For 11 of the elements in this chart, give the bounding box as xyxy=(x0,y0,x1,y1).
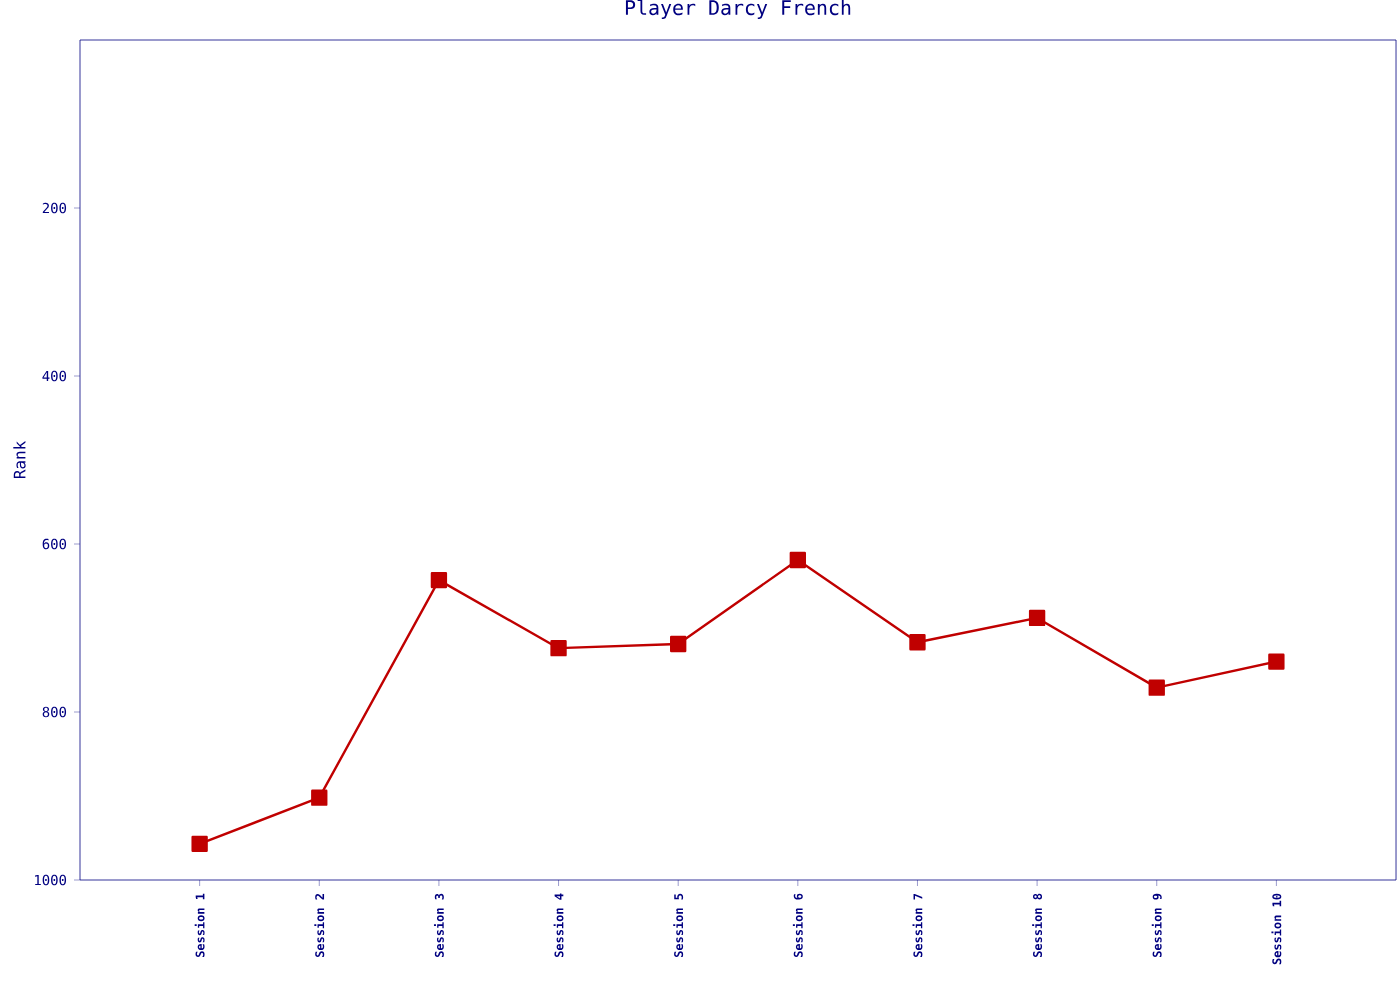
point xyxy=(909,634,926,651)
point xyxy=(1148,679,1165,696)
point xyxy=(1268,653,1285,670)
point xyxy=(191,835,208,853)
point xyxy=(1028,609,1046,627)
point xyxy=(430,571,448,589)
point xyxy=(550,640,567,657)
point xyxy=(789,551,806,569)
point xyxy=(311,789,328,806)
chart-title: Player Darcy French xyxy=(625,0,851,20)
point xyxy=(670,635,687,653)
